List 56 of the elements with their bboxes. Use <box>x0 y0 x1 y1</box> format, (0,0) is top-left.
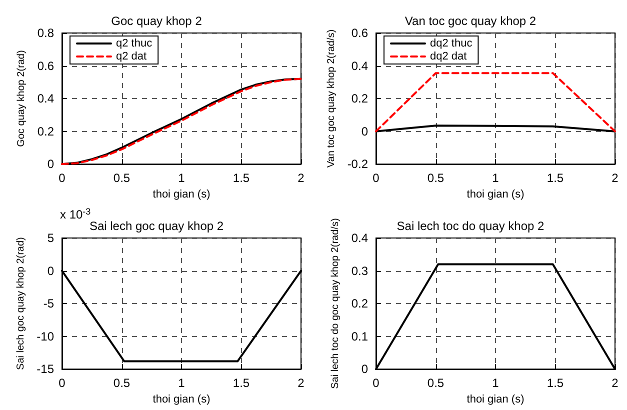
x-tick-label: 0.5 <box>113 376 130 390</box>
y-axis-title: Sai lech goc quay khop 2(rad) <box>15 237 26 370</box>
chart-title: Goc quay khop 2 <box>111 14 202 28</box>
x-tick-label: 2 <box>298 376 305 390</box>
x-tick-label: 0 <box>58 171 66 186</box>
y-tick-label: 0 <box>361 362 368 376</box>
y-tick-label: 0.1 <box>351 329 368 344</box>
legend-label: q2 thuc <box>116 38 153 50</box>
x-tick-label: 2 <box>298 171 305 186</box>
legend-label: dq2 thuc <box>430 38 473 50</box>
x-tick-label: 2 <box>612 376 619 390</box>
y-tick-label: -0.2 <box>347 157 368 172</box>
x-tick-label: 2 <box>612 171 619 186</box>
y-tick-label: 0.4 <box>351 58 368 73</box>
y-tick-label: 0.4 <box>351 231 368 245</box>
legend-label: q2 dat <box>116 50 147 62</box>
x-tick-label: 1 <box>492 171 500 186</box>
x-axis-title: thoi gian (s) <box>466 188 524 200</box>
x-tick-label: 1.5 <box>546 376 564 390</box>
x-tick-label: 0 <box>372 171 380 186</box>
x-tick-label: 0.5 <box>427 171 444 186</box>
y-tick-label: 0.2 <box>37 124 54 138</box>
y-axis-title: Sai lech toc do goc quay khop 2(rad/s) <box>330 218 341 389</box>
y-tick-label: 0 <box>47 264 54 278</box>
chart-title: Sai lech goc quay khop 2 <box>89 219 224 233</box>
x-axis-title: thoi gian (s) <box>152 394 210 406</box>
y-tick-label: 5 <box>47 231 54 245</box>
y-tick-label: -10 <box>36 329 54 344</box>
x-tick-label: 1.5 <box>232 376 250 390</box>
x-axis-title: thoi gian (s) <box>152 188 210 200</box>
x-tick-label: 1 <box>178 171 186 186</box>
x-tick-label: 1 <box>492 376 500 390</box>
y-tick-label: 0.3 <box>351 264 368 278</box>
y-tick-label: 0 <box>47 157 54 172</box>
chart-title: Sai lech toc do quay khop 2 <box>396 219 545 233</box>
y-tick-label: 0.6 <box>351 26 368 40</box>
y-tick-label: 0.2 <box>351 92 368 106</box>
x-tick-label: 1.5 <box>546 171 564 186</box>
y-axis-title: Goc quay khop 2(rad) <box>16 50 27 147</box>
y-axis-title: Van toc goc quay khop 2(rad/s) <box>326 29 337 168</box>
legend-label: dq2 dat <box>430 50 467 62</box>
y-tick-label: 0 <box>361 124 368 138</box>
x-tick-label: 0.5 <box>113 171 130 186</box>
x-axis-title: thoi gian (s) <box>466 394 524 406</box>
y-tick-label: 0.8 <box>37 26 54 40</box>
x-tick-label: 1.5 <box>232 171 250 186</box>
y-tick-label: 0.4 <box>37 92 54 106</box>
chart-title: Van toc goc quay khop 2 <box>404 14 536 28</box>
y-tick-label: -5 <box>43 296 54 311</box>
x-tick-label: 1 <box>178 376 186 390</box>
y-tick-label: -15 <box>36 362 54 376</box>
y-tick-label: 0.6 <box>37 58 54 73</box>
x-tick-label: 0.5 <box>427 376 444 390</box>
y-tick-label: 0.2 <box>351 296 368 311</box>
x-tick-label: 0 <box>58 376 66 390</box>
x-tick-label: 0 <box>372 376 380 390</box>
